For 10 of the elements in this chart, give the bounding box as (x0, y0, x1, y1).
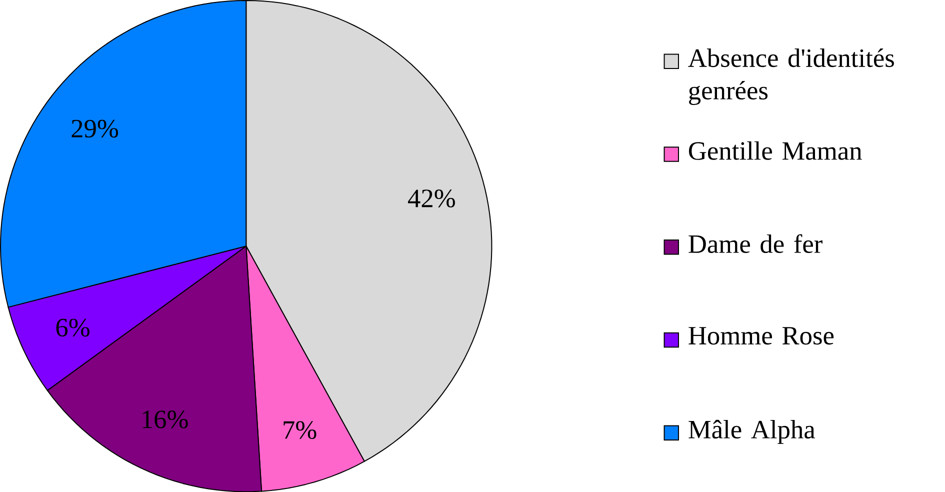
data-label: 29% (72, 120, 118, 138)
data-label: 42% (408, 189, 455, 208)
legend-label: Mâle Alpha (688, 420, 816, 444)
data-label: 6% (56, 318, 90, 337)
legend-label: Absence d'identités genrées (688, 48, 894, 105)
legend-label: Dame de fer (688, 234, 822, 253)
legend-label: Homme Rose (688, 326, 834, 344)
legend-label: Gentille Maman (688, 141, 862, 160)
data-label: 16% (142, 410, 188, 428)
data-label: 7% (284, 421, 316, 439)
